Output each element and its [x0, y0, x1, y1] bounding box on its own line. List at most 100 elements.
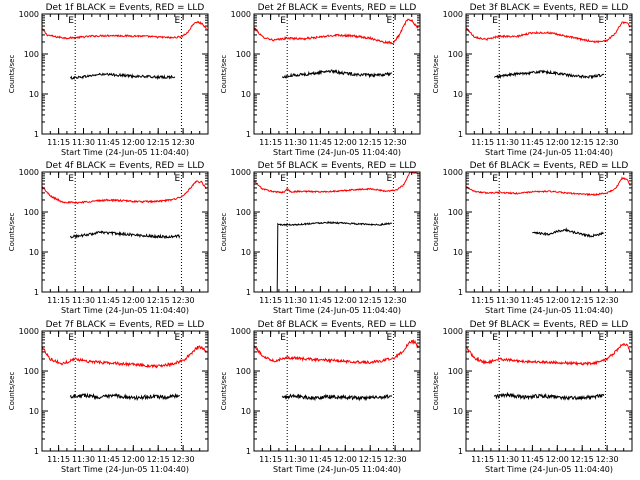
y-axis-label: Counts/sec	[432, 55, 440, 94]
y-tick-label: 1000	[19, 10, 39, 19]
series-lld-line	[253, 171, 419, 194]
x-tick-label: 12:15	[359, 138, 382, 147]
time-marker-label: E	[492, 333, 498, 343]
x-tick-label: 11:15	[471, 138, 494, 147]
x-tick-label: 12:00	[334, 455, 357, 464]
series-lld-line	[465, 21, 631, 44]
x-axis-label: Start Time (24-Jun-05 11:04:40)	[485, 465, 613, 474]
x-tick-label: 11:15	[471, 455, 494, 464]
x-tick-label: 11:15	[47, 455, 70, 464]
y-tick-label: 1000	[19, 168, 39, 177]
x-tick-label: 12:15	[571, 296, 594, 305]
x-tick-label: 12:00	[334, 138, 357, 147]
y-tick-label: 1000	[443, 10, 463, 19]
y-axis-label: Counts/sec	[220, 372, 228, 411]
plot-frame	[465, 330, 633, 452]
time-marker-label: E	[280, 16, 286, 26]
x-tick-label: 11:30	[284, 455, 307, 464]
time-marker-label: E	[174, 333, 180, 343]
series-events-line	[281, 69, 393, 79]
x-axis-label: Start Time (24-Jun-05 11:04:40)	[61, 306, 189, 315]
y-tick-label: 100	[448, 208, 463, 217]
x-tick-label: 11:15	[47, 138, 70, 147]
panel-title: Det 2f BLACK = Events, RED = LLD	[258, 3, 417, 13]
y-tick-label: 1000	[231, 168, 251, 177]
x-tick-label: 12:00	[122, 138, 145, 147]
x-tick-label: 11:45	[521, 138, 544, 147]
x-tick-label: 11:15	[471, 296, 494, 305]
x-tick-label: 12:30	[384, 296, 407, 305]
y-tick-label: 1	[458, 130, 463, 139]
y-tick-label: 10	[453, 248, 463, 257]
x-tick-label: 12:15	[571, 455, 594, 464]
time-marker-label: E	[280, 333, 286, 343]
y-tick-label: 100	[236, 208, 251, 217]
x-tick-label: 11:15	[259, 296, 282, 305]
y-axis-label: Counts/sec	[220, 55, 228, 94]
x-tick-label: 11:45	[521, 296, 544, 305]
y-axis-label: Counts/sec	[432, 372, 440, 411]
y-tick-label: 1000	[443, 327, 463, 336]
y-tick-label: 1	[34, 288, 39, 297]
plot-frame	[41, 330, 209, 452]
x-tick-label: 12:15	[359, 455, 382, 464]
x-axis-label: Start Time (24-Jun-05 11:04:40)	[273, 306, 401, 315]
y-tick-label: 1000	[231, 10, 251, 19]
x-tick-label: 12:30	[172, 455, 195, 464]
y-tick-label: 100	[236, 367, 251, 376]
y-tick-label: 100	[24, 208, 39, 217]
x-tick-label: 11:30	[72, 138, 95, 147]
y-tick-label: 10	[29, 90, 39, 99]
x-tick-label: 12:15	[147, 455, 170, 464]
series-lld-line	[465, 343, 631, 367]
y-tick-label: 100	[236, 50, 251, 59]
series-events-line	[493, 69, 605, 80]
x-tick-label: 11:45	[309, 455, 332, 464]
y-tick-label: 1	[246, 447, 251, 456]
y-tick-label: 1	[34, 447, 39, 456]
series-lld-line	[41, 20, 207, 40]
series-lld-line	[254, 338, 419, 365]
series-events-line	[69, 230, 181, 240]
time-marker-label: E	[68, 333, 74, 343]
x-tick-label: 12:30	[596, 296, 619, 305]
x-tick-label: 12:30	[384, 455, 407, 464]
series-events-line	[281, 393, 393, 402]
x-tick-label: 11:45	[97, 296, 120, 305]
y-tick-label: 1000	[443, 168, 463, 177]
panel-det-4f: Det 4f BLACK = Events, RED = LLD E E 1 10 100…	[8, 161, 209, 315]
panel-title: Det 9f BLACK = Events, RED = LLD	[470, 320, 629, 330]
series-events-line	[69, 392, 180, 401]
y-tick-label: 1	[34, 130, 39, 139]
x-tick-label: 11:15	[47, 296, 70, 305]
time-marker-label: E	[386, 16, 392, 26]
x-tick-label: 12:15	[359, 296, 382, 305]
x-tick-label: 12:00	[122, 455, 145, 464]
x-tick-label: 11:30	[496, 138, 519, 147]
y-tick-label: 10	[29, 248, 39, 257]
y-tick-label: 10	[241, 407, 251, 416]
plot-frame	[253, 13, 421, 135]
x-axis-label: Start Time (24-Jun-05 11:04:40)	[61, 465, 189, 474]
x-tick-label: 11:30	[496, 455, 519, 464]
plot-frame	[465, 171, 633, 293]
x-tick-label: 11:45	[97, 138, 120, 147]
y-tick-label: 100	[24, 50, 39, 59]
y-tick-label: 10	[241, 248, 251, 257]
series-lld-line	[253, 18, 419, 45]
x-tick-label: 11:45	[521, 455, 544, 464]
x-tick-label: 12:30	[596, 455, 619, 464]
panel-det-5f: Det 5f BLACK = Events, RED = LLD E E 1 10 100…	[220, 161, 421, 315]
y-tick-label: 10	[241, 90, 251, 99]
time-marker-label: E	[386, 333, 392, 343]
x-tick-label: 12:00	[334, 296, 357, 305]
y-axis-label: Counts/sec	[8, 55, 16, 94]
time-marker-label: E	[598, 333, 604, 343]
series-lld-line	[41, 345, 207, 369]
y-tick-label: 1	[458, 447, 463, 456]
plot-frame	[465, 13, 633, 135]
y-tick-label: 100	[448, 50, 463, 59]
x-tick-label: 12:00	[546, 138, 569, 147]
x-tick-label: 12:00	[546, 296, 569, 305]
time-marker-label: E	[492, 174, 498, 184]
